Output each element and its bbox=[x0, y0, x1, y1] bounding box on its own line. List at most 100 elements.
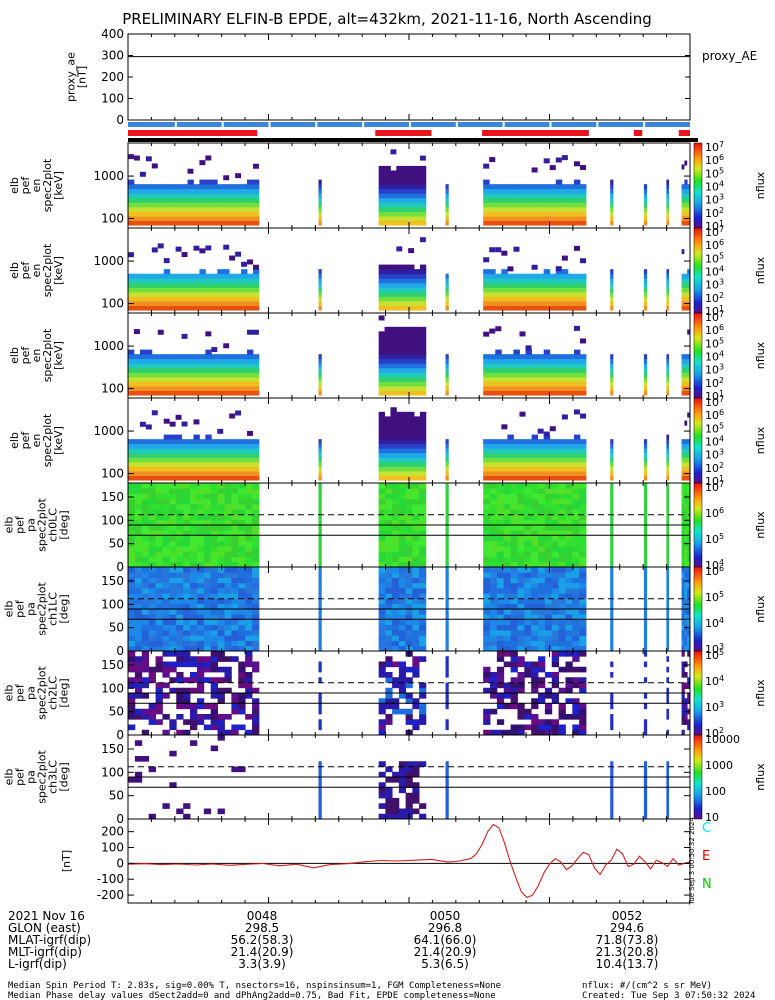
pa-cell bbox=[245, 525, 253, 531]
pa-cell bbox=[385, 609, 393, 615]
pa-cell bbox=[524, 530, 532, 536]
pa-cell bbox=[141, 509, 150, 515]
spec-cell bbox=[555, 390, 563, 396]
panel-en-4: elbpefenspec2plot[keV]100100010110210310… bbox=[8, 395, 767, 488]
spec-cell bbox=[128, 443, 135, 449]
pa-cell bbox=[128, 630, 136, 636]
spec-cell bbox=[199, 287, 206, 293]
spec-cell bbox=[531, 291, 539, 297]
spec-cell bbox=[684, 305, 688, 311]
spec-cell bbox=[402, 420, 409, 426]
pa-cell bbox=[162, 640, 170, 647]
colorbar bbox=[693, 397, 703, 484]
spec-cell bbox=[579, 291, 587, 297]
spec-cell bbox=[217, 448, 224, 454]
spec-cell bbox=[175, 296, 182, 302]
spec-cell bbox=[235, 287, 242, 293]
pa-cell bbox=[538, 729, 546, 736]
spec-cell bbox=[419, 345, 427, 350]
spec-cell bbox=[396, 193, 403, 199]
spec-cell bbox=[217, 193, 224, 199]
pa-cell bbox=[496, 530, 505, 536]
pa-cell bbox=[496, 719, 505, 725]
pa-cell bbox=[385, 546, 393, 552]
pa-cell bbox=[643, 645, 648, 652]
spec-cell bbox=[223, 443, 230, 449]
pa-cell bbox=[128, 572, 136, 578]
spec-cell bbox=[163, 390, 171, 396]
spec-cell bbox=[151, 475, 159, 481]
pa-cell bbox=[610, 509, 614, 515]
pa-cell bbox=[176, 556, 184, 563]
spec-cell bbox=[402, 291, 409, 297]
pa-cell bbox=[183, 603, 191, 610]
pa-cell bbox=[419, 603, 427, 610]
spec-cell bbox=[163, 188, 171, 194]
spec-cell bbox=[513, 452, 520, 458]
pa-cell bbox=[531, 598, 539, 605]
spec-cell bbox=[139, 273, 147, 279]
pa-cell bbox=[210, 582, 218, 589]
ytick-label: 100 bbox=[101, 597, 124, 611]
pa-cell bbox=[610, 808, 614, 815]
spec-cell bbox=[241, 358, 248, 364]
ylabel-line: pa bbox=[25, 602, 38, 616]
spec-cell bbox=[378, 216, 385, 221]
pa-cell bbox=[238, 708, 246, 715]
pa-cell bbox=[517, 656, 525, 662]
pa-cell bbox=[231, 630, 239, 636]
spec-cell bbox=[537, 278, 545, 284]
spec-speckle bbox=[139, 421, 146, 427]
pa-cell bbox=[531, 593, 539, 599]
pa-cell bbox=[378, 504, 386, 510]
pa-cell bbox=[412, 614, 420, 620]
pa-cell bbox=[318, 782, 322, 788]
pa-cell bbox=[666, 656, 670, 662]
pa-cell bbox=[238, 488, 246, 494]
pa-cell bbox=[551, 693, 560, 699]
pa-cell bbox=[666, 803, 670, 809]
pa-cell bbox=[210, 504, 218, 510]
spec-cell bbox=[163, 301, 171, 306]
pa-cell bbox=[203, 630, 212, 636]
spec-cell bbox=[396, 269, 403, 275]
spec-cell bbox=[531, 367, 539, 373]
spec-cell bbox=[252, 475, 260, 481]
pa-cell bbox=[445, 493, 449, 500]
spec-cell bbox=[687, 211, 691, 217]
pa-cell bbox=[217, 698, 225, 704]
spec-cell bbox=[419, 457, 427, 463]
pa-cell bbox=[572, 619, 580, 626]
pa-cell bbox=[496, 609, 505, 615]
spec-speckle bbox=[193, 419, 200, 425]
spec-cell bbox=[175, 188, 182, 194]
pa-cell bbox=[490, 498, 498, 505]
spec-cell bbox=[579, 273, 587, 279]
pa-cell bbox=[148, 813, 156, 820]
pa-cell bbox=[531, 504, 539, 510]
pa-cell bbox=[203, 535, 212, 542]
spec-cell bbox=[181, 202, 188, 208]
spec-cell bbox=[643, 273, 648, 279]
pa-cell bbox=[445, 551, 449, 557]
pa-cell bbox=[445, 498, 449, 505]
spec-cell bbox=[531, 184, 539, 190]
panel-en-3: elbpefenspec2plot[keV]100100010110210310… bbox=[8, 310, 767, 403]
spec-cell bbox=[681, 471, 685, 476]
pa-cell bbox=[524, 556, 532, 563]
pa-cell bbox=[210, 645, 218, 652]
spec-cell bbox=[687, 367, 691, 373]
spec-cell bbox=[193, 188, 200, 194]
spec-cell bbox=[205, 179, 212, 185]
spec-cell bbox=[139, 381, 147, 387]
pa-cell bbox=[445, 666, 449, 673]
spec-cell bbox=[235, 381, 242, 387]
pa-cell bbox=[490, 572, 498, 578]
spec-cell bbox=[445, 448, 449, 454]
pa-cell bbox=[148, 645, 156, 652]
pa-cell bbox=[419, 640, 427, 647]
spec-cell bbox=[151, 471, 159, 476]
spec-cell bbox=[666, 287, 670, 293]
spec-cell bbox=[229, 197, 236, 203]
